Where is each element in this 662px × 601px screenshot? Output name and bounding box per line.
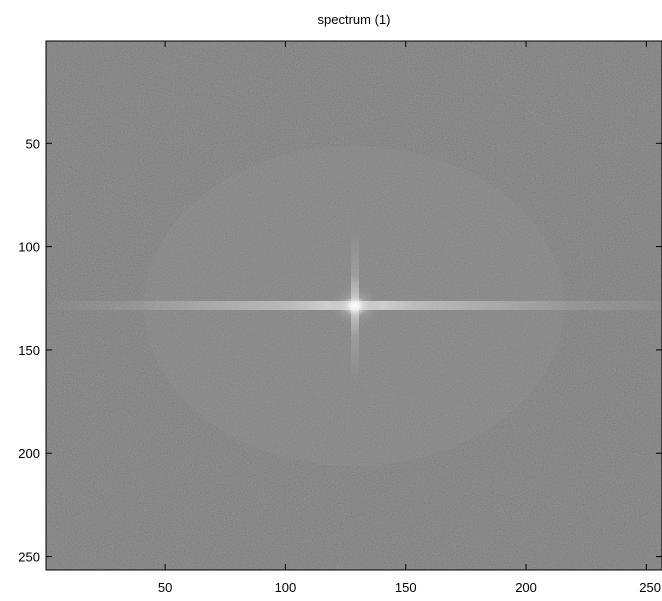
y-axis: 50 100 150 200 250 xyxy=(18,136,662,565)
x-tick-label: 150 xyxy=(395,580,417,595)
spectrum-image xyxy=(46,41,662,570)
x-tick-label: 100 xyxy=(275,580,297,595)
y-tick-label: 50 xyxy=(26,136,40,151)
y-tick-label: 150 xyxy=(18,343,40,358)
x-tick-label: 250 xyxy=(639,580,661,595)
axes-frame xyxy=(45,40,662,571)
x-tick-label: 200 xyxy=(515,580,537,595)
center-peak xyxy=(327,284,383,328)
y-tick-label: 100 xyxy=(18,240,40,255)
x-axis: 50 100 150 200 250 xyxy=(158,41,661,595)
chart-title: spectrum (1) xyxy=(318,12,391,27)
y-tick-label: 200 xyxy=(18,446,40,461)
x-tick-label: 50 xyxy=(158,580,172,595)
y-tick-label: 250 xyxy=(18,550,40,565)
